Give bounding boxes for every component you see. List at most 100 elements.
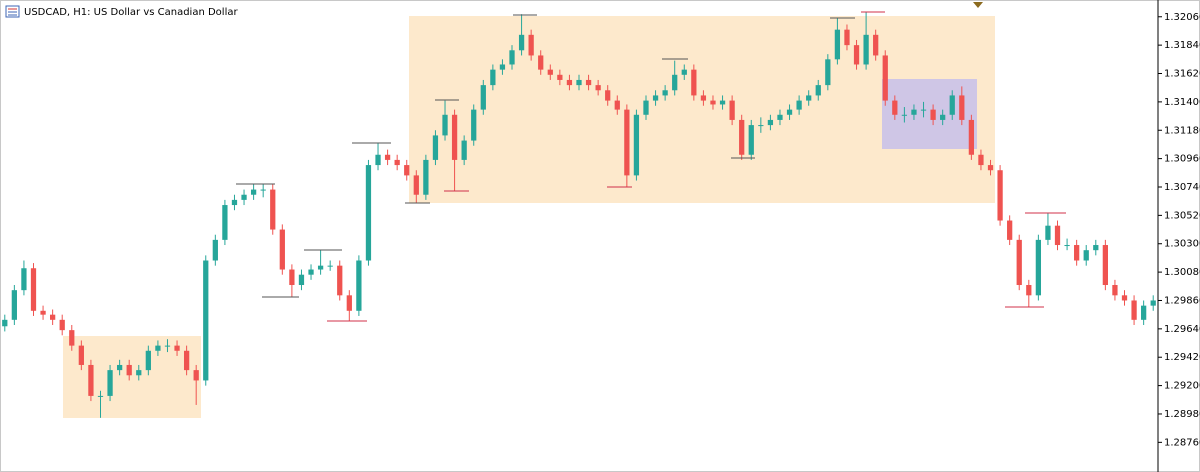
body (652, 95, 659, 101)
body (260, 189, 266, 191)
body (748, 125, 754, 155)
body (116, 364, 123, 371)
y-tick-label: 1.30740 (1164, 182, 1200, 193)
body (461, 140, 467, 160)
body (796, 100, 802, 110)
body (633, 114, 640, 176)
chart-title: USDCAD, H1: US Dollar vs Canadian Dollar (24, 7, 238, 18)
body (1016, 239, 1022, 286)
body (719, 100, 726, 105)
body (1035, 239, 1042, 296)
y-tick-label: 1.30300 (1164, 239, 1200, 250)
body (337, 265, 343, 296)
body (1083, 250, 1089, 261)
body (327, 265, 333, 267)
body (566, 79, 573, 86)
body (968, 119, 975, 155)
body (892, 100, 898, 115)
body (69, 330, 75, 346)
body (509, 50, 515, 65)
body (547, 69, 553, 75)
body (987, 165, 994, 171)
body (920, 109, 927, 111)
body (518, 34, 525, 51)
body (59, 319, 65, 331)
body (844, 29, 850, 46)
body (404, 165, 410, 176)
body (691, 69, 697, 96)
body (930, 109, 936, 120)
body (681, 69, 687, 75)
body (1045, 225, 1051, 240)
body (911, 109, 917, 115)
body (576, 79, 582, 86)
body (672, 74, 678, 91)
body (203, 260, 209, 381)
body (193, 370, 199, 381)
body (978, 154, 984, 166)
body (940, 114, 946, 120)
body (21, 268, 27, 291)
body (145, 350, 151, 371)
body (1112, 285, 1118, 296)
body (873, 34, 879, 56)
body (662, 90, 668, 96)
body (901, 114, 908, 116)
body (1093, 245, 1099, 251)
body (97, 395, 104, 397)
body (1102, 245, 1108, 286)
body (308, 269, 314, 275)
body (136, 370, 142, 376)
body (480, 85, 486, 110)
body (825, 59, 831, 86)
body (1054, 225, 1061, 246)
body (2, 319, 8, 327)
body (346, 295, 352, 311)
y-tick-label: 1.31620 (1164, 69, 1200, 80)
body (1074, 245, 1080, 261)
body (538, 55, 544, 70)
body (1150, 300, 1156, 306)
body (384, 154, 391, 160)
body (356, 260, 362, 311)
y-tick-label: 1.30960 (1164, 154, 1200, 165)
body (1121, 295, 1128, 301)
body (88, 364, 94, 396)
body (50, 314, 56, 320)
body (777, 114, 783, 120)
body (442, 114, 448, 136)
body (815, 85, 821, 96)
y-tick-label: 1.30080 (1164, 267, 1200, 278)
body (250, 189, 257, 195)
body (605, 90, 611, 101)
body (1064, 245, 1070, 247)
body (949, 95, 955, 115)
body (595, 85, 601, 91)
y-tick-label: 1.29420 (1164, 352, 1200, 363)
body (394, 159, 400, 166)
body (528, 34, 534, 56)
body (1131, 300, 1137, 320)
body (40, 310, 46, 315)
body (298, 274, 305, 286)
body (212, 239, 218, 261)
body (1026, 285, 1032, 296)
body (279, 229, 285, 270)
body (432, 135, 439, 160)
y-tick-label: 1.32060 (1164, 12, 1200, 23)
body (758, 125, 764, 127)
body (863, 34, 869, 65)
body (853, 45, 860, 65)
y-tick-label: 1.31180 (1164, 125, 1200, 136)
body (289, 269, 295, 286)
body (365, 165, 372, 261)
body (959, 95, 965, 120)
y-tick-label: 1.28980 (1164, 409, 1200, 420)
body (1141, 305, 1147, 320)
body (700, 95, 707, 101)
y-tick-label: 1.29860 (1164, 295, 1200, 306)
period-marker (973, 2, 983, 8)
y-tick-label: 1.28760 (1164, 437, 1200, 448)
body (997, 170, 1003, 221)
